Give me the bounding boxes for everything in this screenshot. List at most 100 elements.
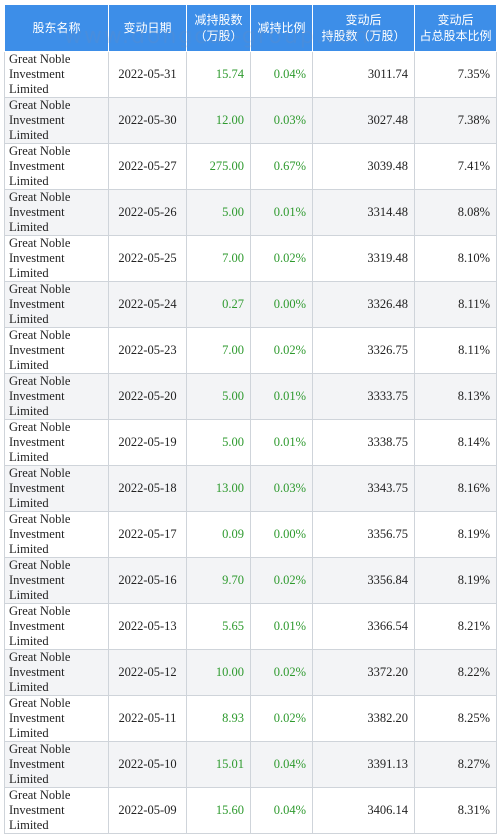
- shares-after-cell: 3391.13: [312, 741, 415, 788]
- pct-after-cell: 8.31%: [414, 787, 497, 834]
- pct-after-cell: 8.19%: [414, 557, 497, 604]
- reduction-ratio-cell: 0.03%: [250, 465, 313, 512]
- pct-after-cell: 8.21%: [414, 603, 497, 650]
- table-row: Great Noble Investment Limited 2022-05-11…: [4, 695, 497, 742]
- shares-reduced-cell: 5.65: [186, 603, 251, 650]
- shares-reduced-cell: 5.00: [186, 373, 251, 420]
- shares-after-cell: 3326.48: [312, 281, 415, 328]
- pct-after-cell: 8.25%: [414, 695, 497, 742]
- table-row: Great Noble Investment Limited 2022-05-20…: [4, 373, 497, 420]
- pct-after-cell: 7.35%: [414, 51, 497, 98]
- reduction-ratio-cell: 0.01%: [250, 419, 313, 466]
- table-row: Great Noble Investment Limited 2022-05-19…: [4, 419, 497, 466]
- date-cell: 2022-05-12: [108, 649, 187, 696]
- shares-reduced-cell: 9.70: [186, 557, 251, 604]
- holder-cell: Great Noble Investment Limited: [4, 143, 109, 190]
- pct-after-cell: 8.11%: [414, 281, 497, 328]
- table-row: Great Noble Investment Limited 2022-05-25…: [4, 235, 497, 282]
- shares-after-cell: 3356.75: [312, 511, 415, 558]
- reduction-ratio-cell: 0.02%: [250, 557, 313, 604]
- shares-after-cell: 3366.54: [312, 603, 415, 650]
- pct-after-cell: 8.19%: [414, 511, 497, 558]
- pct-after-cell: 7.41%: [414, 143, 497, 190]
- header-date: 变动日期: [108, 4, 187, 52]
- table-row: Great Noble Investment Limited 2022-05-17…: [4, 511, 497, 558]
- date-cell: 2022-05-30: [108, 97, 187, 144]
- reduction-ratio-cell: 0.01%: [250, 603, 313, 650]
- header-shares-after: 变动后 持股数（万股）: [312, 4, 415, 52]
- shares-after-cell: 3314.48: [312, 189, 415, 236]
- shares-after-cell: 3356.84: [312, 557, 415, 604]
- reduction-ratio-cell: 0.01%: [250, 373, 313, 420]
- pct-after-cell: 8.14%: [414, 419, 497, 466]
- holder-cell: Great Noble Investment Limited: [4, 97, 109, 144]
- header-shares-reduced: 减持股数（万股）: [186, 4, 251, 52]
- table-row: Great Noble Investment Limited 2022-05-09…: [4, 787, 497, 834]
- table-row: Great Noble Investment Limited 2022-05-12…: [4, 649, 497, 696]
- table-row: Great Noble Investment Limited 2022-05-26…: [4, 189, 497, 236]
- pct-after-cell: 8.13%: [414, 373, 497, 420]
- shares-reduced-cell: 5.00: [186, 419, 251, 466]
- pct-after-cell: 8.22%: [414, 649, 497, 696]
- shares-after-cell: 3343.75: [312, 465, 415, 512]
- reduction-ratio-cell: 0.02%: [250, 235, 313, 282]
- shares-after-cell: 3011.74: [312, 51, 415, 98]
- holder-cell: Great Noble Investment Limited: [4, 741, 109, 788]
- reduction-ratio-cell: 0.02%: [250, 695, 313, 742]
- shares-reduced-cell: 7.00: [186, 235, 251, 282]
- holder-cell: Great Noble Investment Limited: [4, 235, 109, 282]
- pct-after-cell: 8.11%: [414, 327, 497, 374]
- holder-cell: Great Noble Investment Limited: [4, 465, 109, 512]
- reduction-ratio-cell: 0.02%: [250, 327, 313, 374]
- holder-cell: Great Noble Investment Limited: [4, 787, 109, 834]
- holder-cell: Great Noble Investment Limited: [4, 649, 109, 696]
- holder-cell: Great Noble Investment Limited: [4, 695, 109, 742]
- shares-reduced-cell: 7.00: [186, 327, 251, 374]
- date-cell: 2022-05-10: [108, 741, 187, 788]
- pct-after-cell: 8.10%: [414, 235, 497, 282]
- table-row: Great Noble Investment Limited 2022-05-13…: [4, 603, 497, 650]
- date-cell: 2022-05-27: [108, 143, 187, 190]
- date-cell: 2022-05-20: [108, 373, 187, 420]
- table-row: Great Noble Investment Limited 2022-05-16…: [4, 557, 497, 604]
- shares-after-cell: 3027.48: [312, 97, 415, 144]
- reduction-ratio-cell: 0.00%: [250, 281, 313, 328]
- pct-after-cell: 8.27%: [414, 741, 497, 788]
- reduction-ratio-cell: 0.67%: [250, 143, 313, 190]
- table-row: Great Noble Investment Limited 2022-05-23…: [4, 327, 497, 374]
- date-cell: 2022-05-26: [108, 189, 187, 236]
- table-row: Great Noble Investment Limited 2022-05-10…: [4, 741, 497, 788]
- shares-reduced-cell: 275.00: [186, 143, 251, 190]
- date-cell: 2022-05-31: [108, 51, 187, 98]
- shares-reduced-cell: 5.00: [186, 189, 251, 236]
- holder-cell: Great Noble Investment Limited: [4, 51, 109, 98]
- date-cell: 2022-05-18: [108, 465, 187, 512]
- reduction-ratio-cell: 0.01%: [250, 189, 313, 236]
- table-row: Great Noble Investment Limited 2022-05-30…: [4, 97, 497, 144]
- table-row: Great Noble Investment Limited 2022-05-31…: [4, 51, 497, 98]
- reduction-ratio-cell: 0.04%: [250, 741, 313, 788]
- date-cell: 2022-05-11: [108, 695, 187, 742]
- reduction-ratio-cell: 0.04%: [250, 51, 313, 98]
- date-cell: 2022-05-13: [108, 603, 187, 650]
- shares-reduced-cell: 13.00: [186, 465, 251, 512]
- shares-reduced-cell: 10.00: [186, 649, 251, 696]
- holder-cell: Great Noble Investment Limited: [4, 419, 109, 466]
- reduction-ratio-cell: 0.04%: [250, 787, 313, 834]
- date-cell: 2022-05-09: [108, 787, 187, 834]
- header-row: 股东名称 变动日期 减持股数（万股） 减持比例 变动后 持股数（万股） 变动后 …: [4, 4, 497, 52]
- shares-reduced-cell: 8.93: [186, 695, 251, 742]
- holder-cell: Great Noble Investment Limited: [4, 281, 109, 328]
- shares-after-cell: 3319.48: [312, 235, 415, 282]
- shares-after-cell: 3039.48: [312, 143, 415, 190]
- shares-after-cell: 3326.75: [312, 327, 415, 374]
- shares-after-cell: 3382.20: [312, 695, 415, 742]
- header-holder: 股东名称: [4, 4, 109, 52]
- date-cell: 2022-05-19: [108, 419, 187, 466]
- pct-after-cell: 8.16%: [414, 465, 497, 512]
- shares-reduced-cell: 12.00: [186, 97, 251, 144]
- shares-after-cell: 3333.75: [312, 373, 415, 420]
- date-cell: 2022-05-24: [108, 281, 187, 328]
- date-cell: 2022-05-23: [108, 327, 187, 374]
- date-cell: 2022-05-25: [108, 235, 187, 282]
